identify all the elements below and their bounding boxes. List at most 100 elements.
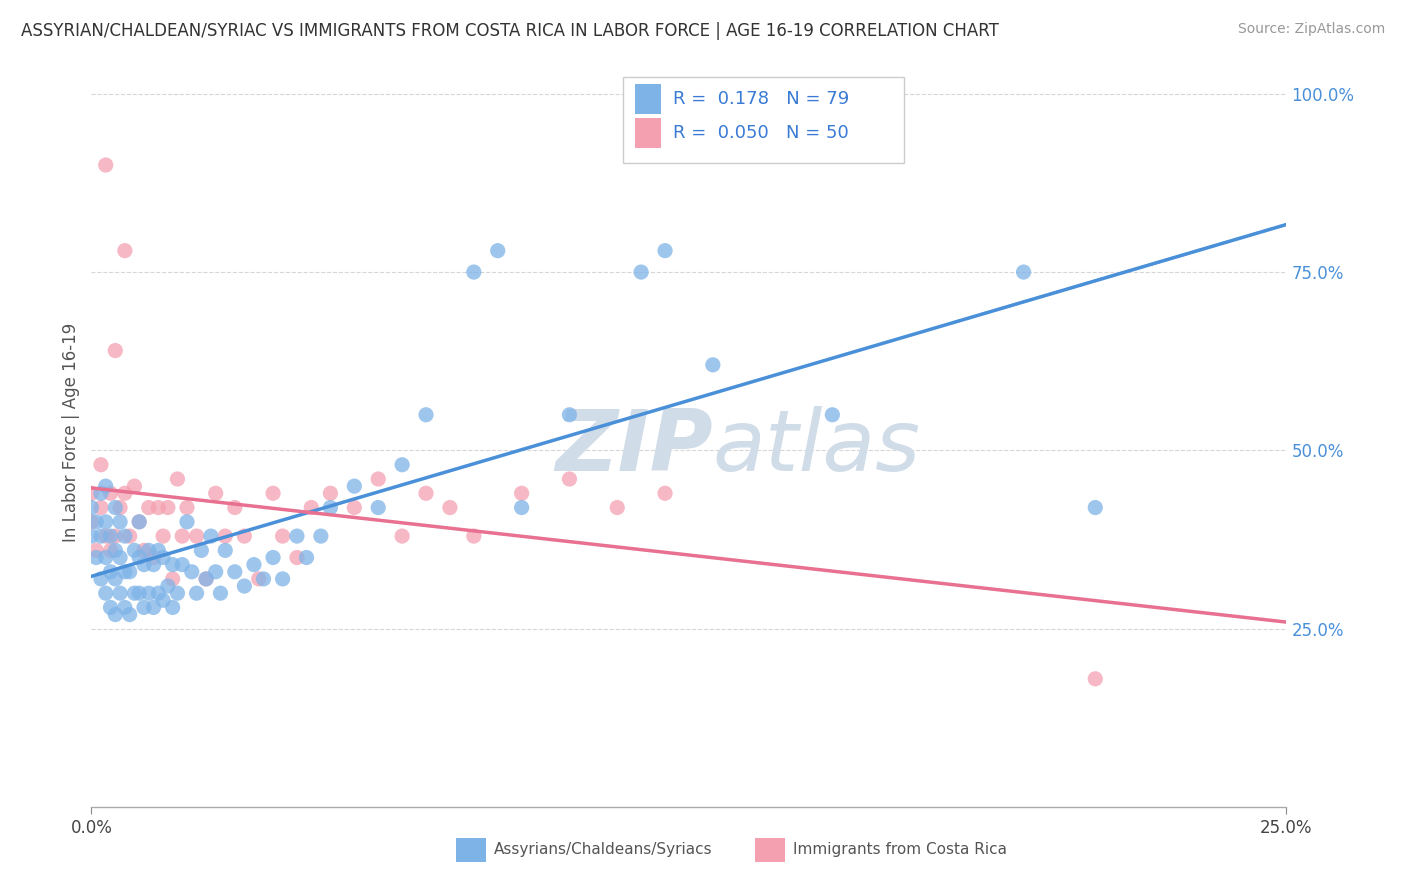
Point <box>94 550 117 565</box>
Point <box>148 500 170 515</box>
Point <box>233 529 256 543</box>
Point <box>606 500 628 515</box>
Point <box>630 265 652 279</box>
Point <box>1084 500 1107 515</box>
Point <box>108 550 131 565</box>
Point <box>118 607 141 622</box>
Point <box>108 515 131 529</box>
Point <box>1012 265 1035 279</box>
Point <box>94 586 117 600</box>
Point <box>100 565 122 579</box>
Text: Assyrians/Chaldeans/Syriacs: Assyrians/Chaldeans/Syriacs <box>494 842 713 857</box>
Point <box>180 565 202 579</box>
Point <box>94 479 117 493</box>
Point <box>285 550 308 565</box>
Point <box>463 265 485 279</box>
Point <box>1084 672 1107 686</box>
Point <box>118 529 141 543</box>
Point <box>90 500 112 515</box>
Point <box>299 500 322 515</box>
Point <box>128 550 150 565</box>
Point <box>104 500 127 515</box>
Point <box>343 500 366 515</box>
Text: R =  0.178   N = 79: R = 0.178 N = 79 <box>673 90 849 108</box>
Y-axis label: In Labor Force | Age 16-19: In Labor Force | Age 16-19 <box>62 323 80 542</box>
Point <box>152 593 174 607</box>
Point <box>510 500 533 515</box>
Point <box>148 586 170 600</box>
Point <box>558 408 581 422</box>
Point <box>209 586 232 600</box>
Point <box>84 543 107 558</box>
Point <box>80 515 103 529</box>
Point <box>558 472 581 486</box>
Point <box>162 572 184 586</box>
Point <box>132 543 155 558</box>
Point <box>214 543 236 558</box>
Bar <box>755 838 785 862</box>
Point <box>114 565 136 579</box>
Bar <box>636 118 661 148</box>
Point <box>166 472 188 486</box>
Point <box>343 479 366 493</box>
Point <box>100 600 122 615</box>
Point <box>132 558 155 572</box>
Text: ASSYRIAN/CHALDEAN/SYRIAC VS IMMIGRANTS FROM COSTA RICA IN LABOR FORCE | AGE 16-1: ASSYRIAN/CHALDEAN/SYRIAC VS IMMIGRANTS F… <box>21 22 1000 40</box>
Point <box>100 543 122 558</box>
Point <box>224 565 246 579</box>
Point <box>190 543 212 558</box>
Point <box>262 550 284 565</box>
Point <box>252 572 274 586</box>
Point <box>128 515 150 529</box>
Point <box>654 244 676 258</box>
Point <box>84 515 107 529</box>
Point <box>271 529 294 543</box>
Point <box>214 529 236 543</box>
Point <box>100 486 122 500</box>
Point <box>90 529 112 543</box>
Point <box>114 244 136 258</box>
Point <box>94 158 117 172</box>
Point <box>138 500 160 515</box>
Text: ZIP: ZIP <box>555 406 713 489</box>
Point <box>319 486 342 500</box>
Point <box>176 500 198 515</box>
Point <box>415 486 437 500</box>
Point <box>80 486 103 500</box>
Point <box>148 543 170 558</box>
Point <box>132 600 155 615</box>
Point <box>90 486 112 500</box>
Point <box>195 572 218 586</box>
Point <box>108 586 131 600</box>
Point <box>152 529 174 543</box>
Point <box>439 500 461 515</box>
Point <box>138 586 160 600</box>
Point <box>247 572 270 586</box>
Point <box>94 529 117 543</box>
Point <box>172 558 194 572</box>
Bar <box>636 84 661 114</box>
Point <box>90 458 112 472</box>
Point <box>114 529 136 543</box>
Point <box>654 486 676 500</box>
Point <box>204 486 226 500</box>
Point <box>114 600 136 615</box>
Text: Immigrants from Costa Rica: Immigrants from Costa Rica <box>793 842 1007 857</box>
Point <box>156 500 179 515</box>
Text: Source: ZipAtlas.com: Source: ZipAtlas.com <box>1237 22 1385 37</box>
Point <box>391 458 413 472</box>
Point <box>124 586 146 600</box>
Point <box>156 579 179 593</box>
Point <box>415 408 437 422</box>
Text: R =  0.050   N = 50: R = 0.050 N = 50 <box>673 124 849 142</box>
Point <box>80 500 103 515</box>
Point <box>243 558 266 572</box>
Point <box>195 572 218 586</box>
Point <box>94 515 117 529</box>
Point <box>176 515 198 529</box>
Point <box>104 607 127 622</box>
Point <box>486 244 509 258</box>
Point <box>80 529 103 543</box>
Point <box>186 529 208 543</box>
Bar <box>623 77 904 163</box>
